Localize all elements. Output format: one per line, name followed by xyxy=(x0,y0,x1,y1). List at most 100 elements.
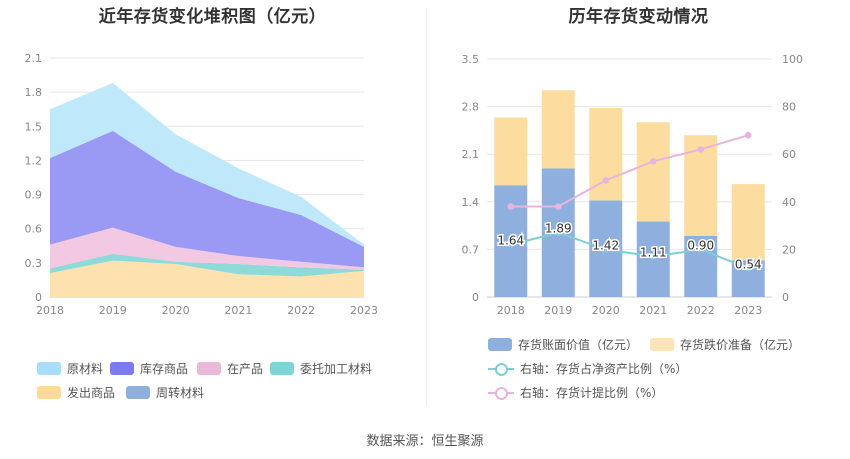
legend-item[interactable]: 右轴：存货计提比例（%） xyxy=(488,384,663,401)
line-series-2 xyxy=(510,231,749,270)
bar-data-label: 1.64 xyxy=(497,234,524,248)
y-tick-label: 0 xyxy=(35,291,42,304)
bar-impairment xyxy=(494,117,528,186)
legend-swatch xyxy=(488,362,514,376)
y-tick-label: 1.2 xyxy=(25,154,43,167)
legend-item[interactable]: 周转材料 xyxy=(126,384,204,401)
bar-data-label: 0.54 xyxy=(735,257,762,271)
data-source-note: 数据来源：恒生聚源 xyxy=(366,434,484,449)
legend-label: 周转材料 xyxy=(156,386,205,400)
y-tick-label: 2.1 xyxy=(462,148,480,161)
bar-data-label: 1.89 xyxy=(545,222,572,236)
left-chart-title: 近年存货变化堆积图（亿元） xyxy=(98,7,327,27)
bar-data-label: 0.90 xyxy=(687,238,714,252)
y2-tick-label: 20 xyxy=(782,243,796,256)
area-series-3 xyxy=(50,130,364,268)
x-tick-label: 2018 xyxy=(36,304,64,317)
line-point xyxy=(507,241,515,248)
x-tick-label: 2020 xyxy=(592,304,620,317)
legend-swatch xyxy=(270,362,294,375)
y-tick-label: 0.7 xyxy=(462,243,480,256)
stacked-area-chart-panel: 近年存货变化堆积图（亿元） 0 0.3 0.6 0.9 1.2 1.5 1.8 2.1 2018… xyxy=(0,0,425,405)
y-tick-label: 0.9 xyxy=(25,189,43,202)
y-tick-label: 2.8 xyxy=(462,101,480,114)
legend-label: 原材料 xyxy=(67,362,104,376)
x-tick-label: 2022 xyxy=(287,304,315,317)
line-point xyxy=(697,246,705,253)
legend-swatch xyxy=(650,338,674,351)
bar-data-label: 1.11 xyxy=(640,246,667,260)
y-tick-label: 0 xyxy=(472,291,479,304)
y-tick-label: 2.1 xyxy=(25,52,43,65)
line-point xyxy=(744,265,752,272)
legend-item[interactable]: 存货账面价值（亿元） xyxy=(488,336,638,353)
bar-impairment xyxy=(731,184,765,261)
legend-label: 存货跌价准备（亿元） xyxy=(680,338,801,352)
legend-label: 委托加工材料 xyxy=(300,362,373,376)
area-series-2 xyxy=(50,227,364,270)
y-tick-label: 1.8 xyxy=(25,86,43,99)
line-point xyxy=(507,203,515,210)
stacked-bar-line-chart: 0 0.7 1.4 2.1 2.8 3.5 0 20 40 60 80 100 2018 2019 2020… xyxy=(462,53,804,317)
line-point xyxy=(697,146,705,153)
y-tick-label: 0.3 xyxy=(25,257,43,270)
legend-item[interactable]: 委托加工材料 xyxy=(270,360,372,377)
bar-book-value xyxy=(684,235,718,297)
bar-line-chart-panel: 历年存货变动情况 0 0.7 1.4 2.1 2.8 3.5 0 20 40 60 80 100 201… xyxy=(427,0,850,405)
y2-tick-label: 60 xyxy=(782,148,796,161)
line-point xyxy=(602,177,610,184)
x-tick-label: 2023 xyxy=(350,304,378,317)
legend-swatch xyxy=(110,362,134,375)
x-tick-label: 2019 xyxy=(544,304,572,317)
y2-tick-label: 0 xyxy=(782,291,789,304)
y-tick-label: 3.5 xyxy=(462,53,480,66)
legend-item[interactable]: 发出商品 xyxy=(37,384,115,401)
area-series-0 xyxy=(50,260,364,297)
line-point xyxy=(554,203,562,210)
y-tick-label: 0.6 xyxy=(25,223,43,236)
line-point xyxy=(649,158,657,165)
bar-data-label: 1.42 xyxy=(592,238,619,252)
y2-tick-label: 100 xyxy=(782,53,803,66)
line-point xyxy=(554,229,562,237)
legend-swatch xyxy=(37,386,61,399)
legend-item[interactable]: 右轴：存货占净资产比例（%） xyxy=(488,360,687,377)
bar-impairment xyxy=(541,90,575,169)
x-tick-label: 2018 xyxy=(497,304,525,317)
bar-impairment xyxy=(636,122,670,222)
legend-item[interactable]: 存货跌价准备（亿元） xyxy=(650,336,800,353)
legend-label: 右轴：存货计提比例（%） xyxy=(520,386,664,400)
legend-swatch xyxy=(488,386,514,400)
legend-label: 发出商品 xyxy=(67,386,116,400)
legend-label: 右轴：存货占净资产比例（%） xyxy=(520,362,688,376)
line-point xyxy=(744,131,752,139)
legend-swatch xyxy=(126,386,150,399)
legend-item[interactable]: 原材料 xyxy=(37,360,103,377)
panel-divider xyxy=(426,8,427,406)
area-series-4 xyxy=(50,83,364,247)
line-point xyxy=(649,253,657,260)
y2-tick-label: 40 xyxy=(782,196,796,209)
legend-swatch xyxy=(488,338,512,351)
legend-label: 在产品 xyxy=(227,362,264,376)
x-tick-label: 2021 xyxy=(639,304,667,317)
legend-swatch xyxy=(37,362,61,375)
x-tick-label: 2019 xyxy=(99,304,127,317)
right-chart-title: 历年存货变动情况 xyxy=(568,7,709,27)
legend-label: 存货账面价值（亿元） xyxy=(518,338,639,352)
legend-swatch xyxy=(197,362,221,375)
bar-impairment xyxy=(589,107,623,201)
y-tick-label: 1.4 xyxy=(462,196,480,209)
x-tick-label: 2021 xyxy=(224,304,252,317)
legend-item[interactable]: 库存商品 xyxy=(110,360,188,377)
line-point xyxy=(602,246,610,253)
stacked-area-chart: 0 0.3 0.6 0.9 1.2 1.5 1.8 2.1 2018 2019 2020 2021 20… xyxy=(25,52,379,317)
x-tick-label: 2020 xyxy=(162,304,190,317)
y-tick-label: 1.5 xyxy=(25,120,43,133)
legend-item[interactable]: 在产品 xyxy=(197,360,263,377)
area-series-1 xyxy=(50,253,364,277)
line-series-3 xyxy=(510,134,749,208)
x-tick-label: 2023 xyxy=(734,304,762,317)
y2-tick-label: 80 xyxy=(782,101,796,114)
legend-label: 库存商品 xyxy=(140,362,189,376)
